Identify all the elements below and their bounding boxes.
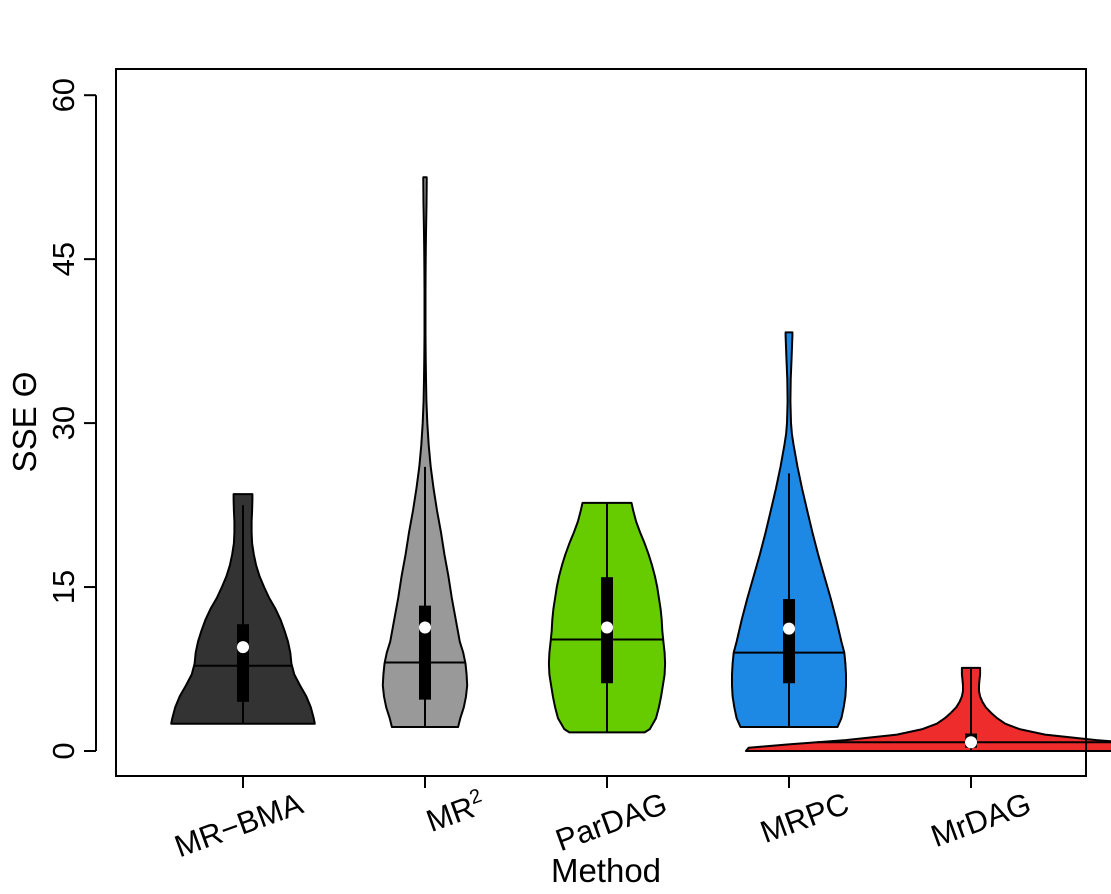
y-tick-label-45: 45 — [46, 242, 81, 276]
violin-shape-mr — [381, 176, 469, 728]
violin-mr-bma — [170, 493, 316, 725]
violin-pardag — [547, 501, 667, 734]
y-tick-label-30: 30 — [46, 406, 81, 440]
violin-mrdag — [744, 666, 1111, 752]
y-tick-label-60: 60 — [46, 78, 81, 112]
y-axis: 0 15 30 45 60 — [46, 78, 97, 760]
iqr-box-mr-bma — [237, 624, 249, 702]
plot-area — [170, 176, 1111, 752]
y-tick-label-15: 15 — [46, 570, 81, 604]
violin-mr — [381, 176, 469, 728]
iqr-box-mr — [419, 605, 431, 700]
y-axis-title: SSE Θ — [6, 372, 43, 473]
plot-frame — [115, 68, 1087, 777]
x-axis-title: Method — [551, 852, 661, 889]
violin-shape-mrdag — [744, 666, 1111, 752]
iqr-box-mrpc — [783, 599, 795, 684]
y-tick-label-0: 0 — [46, 742, 81, 759]
mean-dot-mr-bma — [237, 641, 249, 654]
violin-mrpc — [731, 331, 847, 728]
mean-dot-pardag — [601, 621, 613, 634]
mean-dot-mrpc — [783, 622, 795, 635]
mean-dot-mr — [419, 621, 431, 634]
mean-dot-mrdag — [965, 736, 977, 749]
